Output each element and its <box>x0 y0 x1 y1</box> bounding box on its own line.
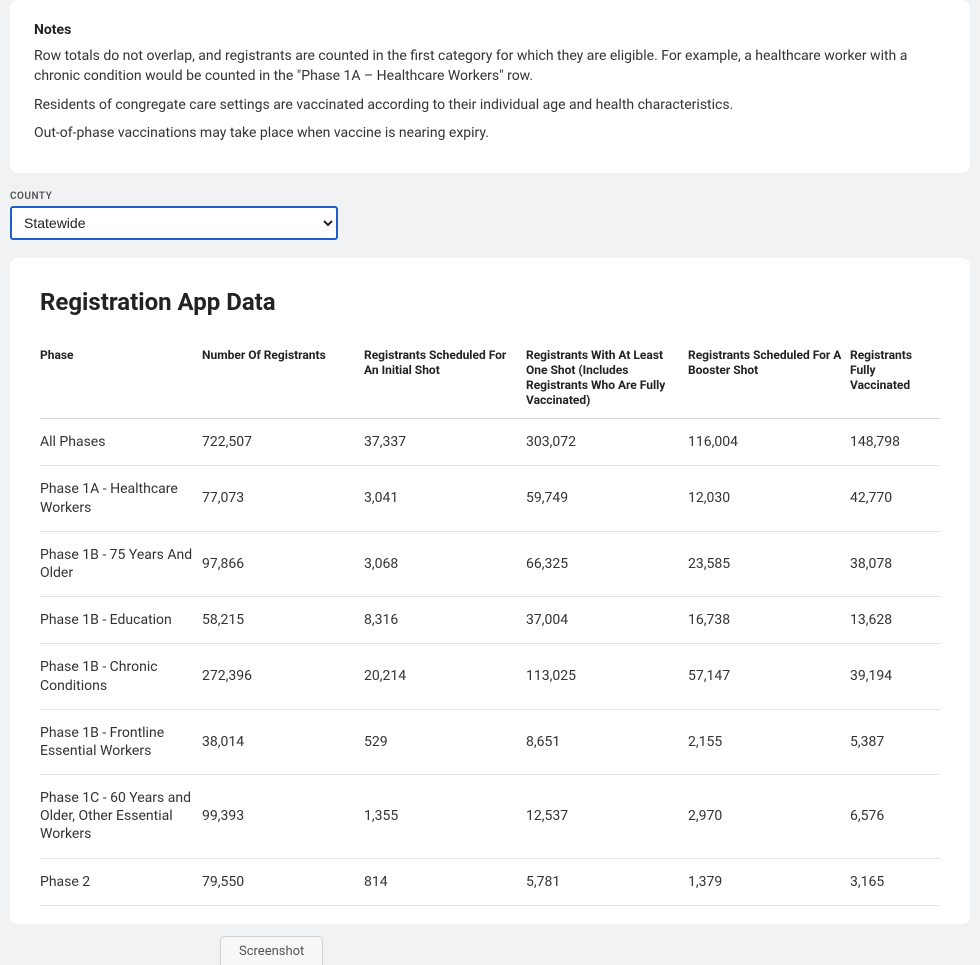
cell-number: 722,507 <box>202 419 364 466</box>
cell-number: 79,550 <box>202 858 364 905</box>
cell-booster: 57,147 <box>688 644 850 709</box>
cell-initial: 1,355 <box>364 775 526 859</box>
cell-number: 58,215 <box>202 597 364 644</box>
col-header-oneshot: Registrants With At Least One Shot (Incl… <box>526 338 688 419</box>
cell-fully: 6,576 <box>850 775 940 859</box>
notes-paragraph-1: Row totals do not overlap, and registran… <box>34 46 946 87</box>
cell-number: 38,014 <box>202 709 364 774</box>
cell-phase: Phase 1B - Chronic Conditions <box>40 644 202 709</box>
table-row: Phase 1C - 60 Years and Older, Other Ess… <box>40 775 940 859</box>
notes-card: Notes Row totals do not overlap, and reg… <box>10 0 970 173</box>
cell-number: 97,866 <box>202 531 364 596</box>
col-header-phase: Phase <box>40 338 202 419</box>
table-header-row: Phase Number Of Registrants Registrants … <box>40 338 940 419</box>
cell-phase: Phase 1B - Frontline Essential Workers <box>40 709 202 774</box>
cell-oneshot: 12,537 <box>526 775 688 859</box>
cell-fully: 148,798 <box>850 419 940 466</box>
cell-initial: 8,316 <box>364 597 526 644</box>
cell-initial: 529 <box>364 709 526 774</box>
cell-booster: 16,738 <box>688 597 850 644</box>
cell-booster: 23,585 <box>688 531 850 596</box>
cell-booster: 116,004 <box>688 419 850 466</box>
cell-fully: 5,387 <box>850 709 940 774</box>
table-row: Phase 1B - Education58,2158,31637,00416,… <box>40 597 940 644</box>
cell-number: 272,396 <box>202 644 364 709</box>
county-select[interactable]: Statewide <box>10 206 338 240</box>
registration-data-title: Registration App Data <box>40 288 940 316</box>
col-header-initial: Registrants Scheduled For An Initial Sho… <box>364 338 526 419</box>
notes-paragraph-3: Out-of-phase vaccinations may take place… <box>34 123 946 143</box>
table-row: Phase 1A - Healthcare Workers77,0733,041… <box>40 466 940 531</box>
cell-fully: 39,194 <box>850 644 940 709</box>
cell-oneshot: 5,781 <box>526 858 688 905</box>
cell-booster: 1,379 <box>688 858 850 905</box>
cell-number: 99,393 <box>202 775 364 859</box>
cell-fully: 38,078 <box>850 531 940 596</box>
registration-table: Phase Number Of Registrants Registrants … <box>40 338 940 906</box>
cell-initial: 814 <box>364 858 526 905</box>
table-row: Phase 1B - Frontline Essential Workers38… <box>40 709 940 774</box>
cell-oneshot: 8,651 <box>526 709 688 774</box>
cell-booster: 12,030 <box>688 466 850 531</box>
cell-initial: 20,214 <box>364 644 526 709</box>
cell-initial: 3,068 <box>364 531 526 596</box>
cell-phase: Phase 2 <box>40 858 202 905</box>
table-row: Phase 1B - 75 Years And Older97,8663,068… <box>40 531 940 596</box>
col-header-booster: Registrants Scheduled For A Booster Shot <box>688 338 850 419</box>
cell-booster: 2,155 <box>688 709 850 774</box>
cell-initial: 37,337 <box>364 419 526 466</box>
table-row: Phase 1B - Chronic Conditions272,39620,2… <box>40 644 940 709</box>
county-label: COUNTY <box>10 191 970 202</box>
notes-title: Notes <box>34 22 946 38</box>
cell-booster: 2,970 <box>688 775 850 859</box>
table-row: Phase 279,5508145,7811,3793,165 <box>40 858 940 905</box>
cell-oneshot: 303,072 <box>526 419 688 466</box>
cell-fully: 13,628 <box>850 597 940 644</box>
table-row: All Phases722,50737,337303,072116,004148… <box>40 419 940 466</box>
cell-oneshot: 113,025 <box>526 644 688 709</box>
registration-data-card: Registration App Data Phase Number Of Re… <box>10 258 970 924</box>
col-header-fully: Registrants Fully Vaccinated <box>850 338 940 419</box>
cell-fully: 42,770 <box>850 466 940 531</box>
cell-phase: Phase 1B - 75 Years And Older <box>40 531 202 596</box>
cell-oneshot: 59,749 <box>526 466 688 531</box>
cell-fully: 3,165 <box>850 858 940 905</box>
cell-phase: Phase 1B - Education <box>40 597 202 644</box>
cell-phase: All Phases <box>40 419 202 466</box>
cell-phase: Phase 1C - 60 Years and Older, Other Ess… <box>40 775 202 859</box>
col-header-number: Number Of Registrants <box>202 338 364 419</box>
cell-phase: Phase 1A - Healthcare Workers <box>40 466 202 531</box>
cell-initial: 3,041 <box>364 466 526 531</box>
cell-oneshot: 66,325 <box>526 531 688 596</box>
cell-number: 77,073 <box>202 466 364 531</box>
screenshot-tab[interactable]: Screenshot <box>220 936 323 965</box>
cell-oneshot: 37,004 <box>526 597 688 644</box>
county-filter: COUNTY Statewide <box>10 191 970 240</box>
notes-paragraph-2: Residents of congregate care settings ar… <box>34 95 946 115</box>
